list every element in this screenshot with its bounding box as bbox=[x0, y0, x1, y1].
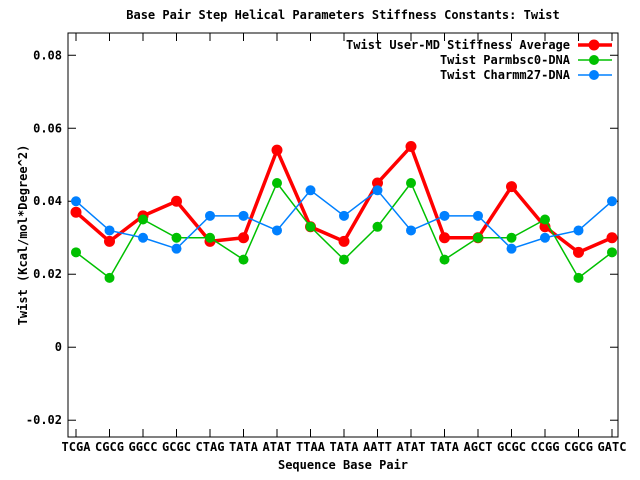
series-point-1 bbox=[71, 247, 81, 258]
series-point-1 bbox=[573, 272, 584, 283]
plot-border bbox=[67, 32, 619, 438]
y-tick-label: -0.02 bbox=[26, 413, 62, 427]
series-point-2 bbox=[540, 232, 550, 243]
series-point-0 bbox=[405, 140, 417, 152]
series-point-1 bbox=[473, 232, 483, 243]
series-point-1 bbox=[406, 177, 416, 188]
series-point-1 bbox=[439, 254, 450, 265]
series-point-2 bbox=[104, 225, 115, 236]
series-point-2 bbox=[272, 225, 282, 236]
series-point-1 bbox=[305, 221, 316, 232]
series-point-2 bbox=[238, 210, 249, 221]
series-point-1 bbox=[607, 247, 617, 258]
series-point-2 bbox=[473, 210, 483, 221]
x-tick-label: TATA bbox=[330, 440, 360, 454]
x-tick-label: CTAG bbox=[196, 440, 225, 454]
legend-marker-0 bbox=[588, 39, 600, 51]
series-point-1 bbox=[372, 221, 383, 232]
series-point-0 bbox=[439, 232, 450, 244]
y-tick-label: 0.06 bbox=[33, 121, 62, 135]
series-point-1 bbox=[205, 232, 215, 243]
chart-title: Base Pair Step Helical Parameters Stiffn… bbox=[126, 8, 560, 22]
y-tick-label: 0 bbox=[55, 340, 62, 354]
x-tick-label: TATA bbox=[430, 440, 460, 454]
legend-label-0: Twist User-MD Stiffness Average bbox=[346, 38, 570, 52]
series-point-1 bbox=[138, 214, 148, 225]
y-tick-label: 0.08 bbox=[33, 48, 62, 62]
legend-marker-2 bbox=[589, 70, 599, 80]
series-point-0 bbox=[606, 232, 618, 244]
x-tick-label: TTAA bbox=[296, 440, 326, 454]
legend-label-1: Twist Parmbsc0-DNA bbox=[440, 53, 571, 67]
x-tick-label: GGCC bbox=[129, 440, 158, 454]
x-tick-label: CCGG bbox=[531, 440, 560, 454]
x-tick-label: TATA bbox=[229, 440, 259, 454]
x-tick-label: ATAT bbox=[397, 440, 426, 454]
series-point-2 bbox=[439, 210, 450, 221]
series-point-1 bbox=[238, 254, 249, 265]
series-point-0 bbox=[171, 195, 182, 207]
x-tick-label: CGCG bbox=[564, 440, 593, 454]
legend-marker-1 bbox=[589, 55, 599, 65]
series-point-2 bbox=[607, 196, 617, 207]
y-tick-label: 0.02 bbox=[33, 267, 62, 281]
series-point-1 bbox=[104, 272, 115, 283]
x-tick-label: GCGC bbox=[497, 440, 526, 454]
x-tick-label: ATAT bbox=[263, 440, 292, 454]
series-point-0 bbox=[70, 206, 82, 218]
y-tick-label: 0.04 bbox=[33, 194, 62, 208]
series-point-1 bbox=[272, 177, 282, 188]
series-point-2 bbox=[573, 225, 584, 236]
series-point-2 bbox=[305, 185, 316, 196]
x-tick-label: AATT bbox=[363, 440, 392, 454]
series-point-1 bbox=[540, 214, 550, 225]
series-point-0 bbox=[104, 235, 115, 247]
series-point-2 bbox=[372, 185, 383, 196]
series-point-2 bbox=[406, 225, 416, 236]
x-tick-label: CGCG bbox=[95, 440, 124, 454]
series-point-2 bbox=[506, 243, 517, 254]
series-point-0 bbox=[372, 177, 383, 189]
x-axis-label: Sequence Base Pair bbox=[277, 458, 409, 472]
x-tick-label: GCGC bbox=[162, 440, 191, 454]
x-tick-label: GATC bbox=[598, 440, 627, 454]
series-point-1 bbox=[506, 232, 517, 243]
series-point-2 bbox=[171, 243, 182, 254]
x-tick-label: TCGA bbox=[62, 440, 92, 454]
y-axis-label: Twist (Kcal/mol*Degree^2) bbox=[16, 144, 30, 326]
series-point-0 bbox=[271, 144, 283, 156]
series-point-0 bbox=[238, 232, 249, 244]
series-point-2 bbox=[138, 232, 148, 243]
series-point-0 bbox=[573, 246, 584, 258]
series-point-2 bbox=[71, 196, 81, 207]
series-point-1 bbox=[171, 232, 182, 243]
series-point-0 bbox=[506, 181, 517, 193]
legend-label-2: Twist Charmm27-DNA bbox=[440, 68, 571, 82]
series-point-0 bbox=[338, 235, 350, 247]
series-point-2 bbox=[339, 210, 349, 221]
series-point-2 bbox=[205, 210, 215, 221]
x-tick-label: AGCT bbox=[464, 440, 493, 454]
series-point-1 bbox=[339, 254, 349, 265]
